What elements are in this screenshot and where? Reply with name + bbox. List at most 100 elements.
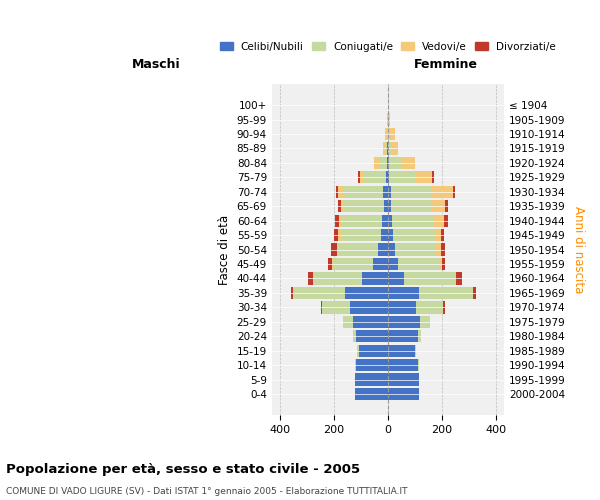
Bar [291, 287, 293, 299]
Bar [388, 388, 419, 400]
Bar [388, 316, 420, 328]
Bar [420, 316, 430, 328]
Bar [356, 330, 388, 342]
Bar [388, 287, 419, 299]
Bar [337, 244, 338, 256]
Bar [444, 214, 448, 227]
Bar [359, 344, 388, 357]
Bar [433, 186, 452, 198]
Bar [442, 258, 445, 270]
Y-axis label: Anni di nascita: Anni di nascita [572, 206, 585, 294]
Bar [389, 157, 401, 169]
Bar [388, 258, 398, 270]
Bar [344, 200, 384, 212]
Bar [433, 171, 434, 183]
Bar [473, 287, 476, 299]
Bar [338, 229, 341, 241]
Bar [436, 244, 442, 256]
Bar [328, 258, 332, 270]
Bar [388, 171, 389, 183]
Bar [388, 229, 393, 241]
Bar [391, 128, 395, 140]
Bar [334, 229, 338, 241]
Bar [381, 229, 388, 241]
Bar [363, 171, 386, 183]
Bar [322, 301, 350, 314]
Bar [393, 229, 435, 241]
Bar [293, 287, 344, 299]
Bar [455, 272, 456, 284]
Bar [335, 214, 339, 227]
Bar [388, 359, 418, 372]
Bar [434, 214, 444, 227]
Bar [362, 272, 388, 284]
Legend: Celibi/Nubili, Coniugati/e, Vedovi/e, Divorziati/e: Celibi/Nubili, Coniugati/e, Vedovi/e, Di… [216, 38, 560, 56]
Bar [388, 244, 395, 256]
Bar [385, 142, 388, 154]
Bar [395, 244, 436, 256]
Bar [388, 374, 419, 386]
Bar [387, 128, 388, 140]
Bar [416, 301, 443, 314]
Bar [398, 258, 439, 270]
Bar [355, 388, 388, 400]
Bar [344, 287, 388, 299]
Bar [353, 316, 388, 328]
Bar [388, 142, 392, 154]
Bar [359, 171, 363, 183]
Bar [415, 344, 416, 357]
Bar [441, 229, 444, 241]
Bar [416, 171, 433, 183]
Text: Popolazione per età, sesso e stato civile - 2005: Popolazione per età, sesso e stato civil… [6, 462, 360, 475]
Bar [388, 330, 418, 342]
Bar [401, 157, 415, 169]
Bar [435, 229, 441, 241]
Bar [386, 171, 388, 183]
Bar [388, 200, 391, 212]
Bar [350, 301, 388, 314]
Bar [374, 157, 379, 169]
Bar [339, 214, 341, 227]
Bar [389, 171, 416, 183]
Bar [383, 186, 388, 198]
Bar [341, 229, 381, 241]
Bar [338, 244, 379, 256]
Bar [308, 272, 313, 284]
Bar [431, 200, 445, 212]
Bar [343, 316, 353, 328]
Bar [388, 157, 389, 169]
Bar [338, 200, 341, 212]
Bar [452, 186, 455, 198]
Bar [341, 200, 344, 212]
Text: Maschi: Maschi [131, 58, 180, 70]
Bar [321, 301, 322, 314]
Bar [356, 359, 388, 372]
Bar [382, 214, 388, 227]
Bar [388, 344, 415, 357]
Bar [358, 171, 359, 183]
Bar [384, 200, 388, 212]
Bar [442, 244, 445, 256]
Bar [338, 186, 343, 198]
Bar [388, 114, 390, 126]
Bar [385, 128, 387, 140]
Text: Femmine: Femmine [414, 58, 478, 70]
Bar [388, 301, 416, 314]
Bar [379, 244, 388, 256]
Bar [418, 330, 421, 342]
Bar [419, 287, 473, 299]
Bar [358, 344, 359, 357]
Bar [383, 142, 385, 154]
Bar [331, 244, 337, 256]
Bar [379, 157, 387, 169]
Bar [388, 214, 392, 227]
Bar [387, 157, 388, 169]
Text: COMUNE DI VADO LIGURE (SV) - Dati ISTAT 1° gennaio 2005 - Elaborazione TUTTITALI: COMUNE DI VADO LIGURE (SV) - Dati ISTAT … [6, 488, 407, 496]
Bar [445, 200, 448, 212]
Bar [314, 272, 362, 284]
Bar [391, 200, 431, 212]
Bar [439, 258, 442, 270]
Bar [392, 142, 398, 154]
Y-axis label: Fasce di età: Fasce di età [218, 214, 231, 284]
Bar [404, 272, 455, 284]
